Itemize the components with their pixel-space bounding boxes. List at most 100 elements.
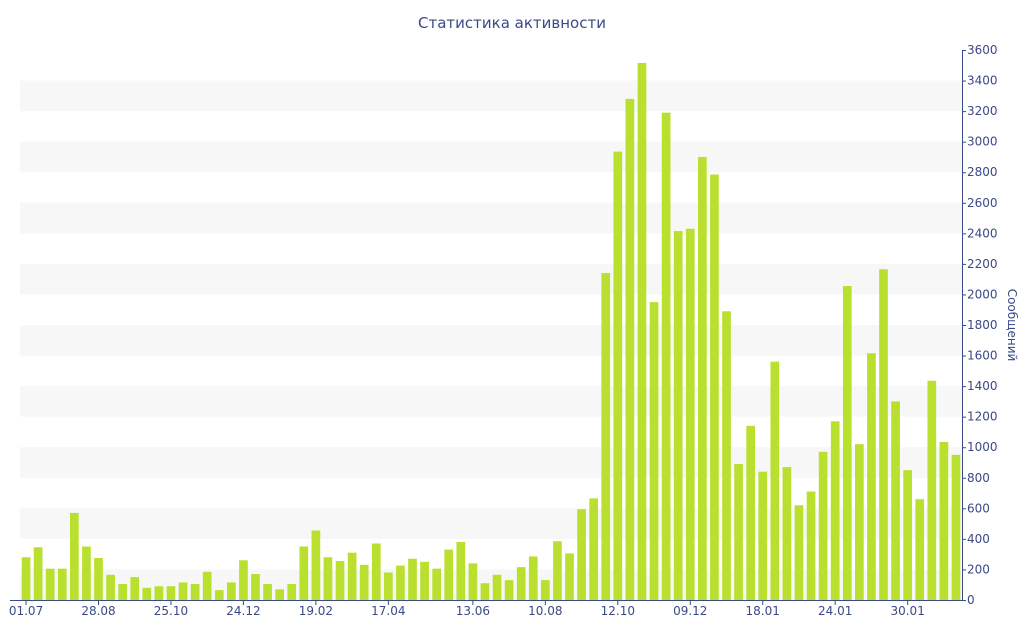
bar bbox=[311, 530, 321, 600]
bar bbox=[867, 353, 876, 600]
grid-band bbox=[20, 263, 962, 295]
bar bbox=[82, 546, 91, 600]
y-tick-label: 400 bbox=[967, 532, 990, 546]
bar bbox=[432, 568, 442, 600]
bar bbox=[734, 464, 743, 600]
bar bbox=[166, 586, 176, 600]
x-tick-label: 19.02 bbox=[299, 604, 333, 618]
bar bbox=[915, 499, 925, 600]
x-tick-label: 09.12 bbox=[673, 604, 707, 618]
bar bbox=[384, 572, 393, 600]
y-tick-label: 3400 bbox=[967, 74, 998, 88]
grid-band bbox=[20, 508, 962, 539]
grid-band bbox=[20, 80, 962, 112]
chart-title: Статистика активности bbox=[418, 14, 606, 32]
y-tick-label: 2800 bbox=[967, 165, 998, 179]
grid-band bbox=[20, 386, 962, 417]
bar bbox=[396, 565, 405, 601]
bar bbox=[710, 174, 719, 600]
bar bbox=[420, 561, 429, 600]
bar bbox=[21, 557, 31, 600]
y-tick-label: 1600 bbox=[967, 349, 998, 363]
y-tick-label: 600 bbox=[967, 501, 990, 515]
bar bbox=[879, 269, 888, 600]
x-tick-labels: 01.07 28.08 25.10 24.12 19.02 17.04 13.06 10.08… bbox=[9, 600, 925, 618]
bar bbox=[214, 590, 224, 600]
y-tick-labels: 0 200 400 600 800 1000 1200 1400 1600 1800 2000 220… bbox=[962, 43, 998, 607]
bar bbox=[565, 553, 574, 600]
bar bbox=[275, 589, 285, 600]
bar bbox=[70, 512, 79, 600]
bar bbox=[855, 444, 864, 600]
bar bbox=[782, 467, 792, 600]
bar bbox=[190, 583, 200, 600]
bar bbox=[613, 151, 623, 600]
bar bbox=[371, 543, 381, 600]
bar bbox=[239, 560, 248, 600]
bar bbox=[673, 231, 683, 601]
bar bbox=[33, 547, 43, 600]
x-tick-label: 01.07 bbox=[9, 604, 43, 618]
bar bbox=[130, 577, 140, 600]
bar bbox=[746, 425, 756, 600]
bar bbox=[118, 583, 128, 600]
y-tick-label: 1400 bbox=[967, 379, 998, 393]
y-tick-label: 200 bbox=[967, 562, 990, 576]
x-tick-label: 18.01 bbox=[746, 604, 780, 618]
bar bbox=[154, 586, 164, 600]
x-tick-label: 12.10 bbox=[601, 604, 635, 618]
bar bbox=[830, 421, 840, 600]
bar bbox=[589, 498, 599, 600]
grid-band bbox=[20, 447, 962, 478]
x-tick-label: 25.10 bbox=[154, 604, 188, 618]
y-tick-label: 3600 bbox=[967, 43, 998, 57]
x-tick-label: 28.08 bbox=[81, 604, 115, 618]
y-tick-label: 1800 bbox=[967, 318, 998, 332]
bar bbox=[492, 574, 502, 600]
bar bbox=[456, 541, 466, 600]
y-tick-label: 2400 bbox=[967, 226, 998, 240]
grid-band bbox=[20, 325, 962, 356]
y-tick-label: 2200 bbox=[967, 257, 998, 271]
bar bbox=[758, 471, 768, 600]
bar bbox=[903, 470, 913, 600]
bar bbox=[722, 311, 731, 600]
y-tick-label: 800 bbox=[967, 471, 990, 485]
bar bbox=[685, 228, 695, 600]
bar bbox=[299, 546, 309, 600]
y-tick-label: 1000 bbox=[967, 440, 998, 454]
bar bbox=[480, 583, 490, 600]
bar bbox=[625, 98, 635, 600]
bar bbox=[142, 587, 152, 600]
bar bbox=[842, 286, 852, 600]
grid-band bbox=[20, 202, 962, 234]
bar bbox=[553, 541, 562, 600]
bar bbox=[951, 454, 961, 600]
bar bbox=[541, 580, 550, 600]
bar bbox=[57, 568, 67, 600]
y-tick-label: 2000 bbox=[967, 287, 998, 301]
bar bbox=[323, 557, 333, 600]
x-tick-label: 10.08 bbox=[528, 604, 562, 618]
bar bbox=[891, 401, 900, 600]
bar bbox=[444, 549, 454, 600]
grid-bands bbox=[20, 80, 962, 600]
bar bbox=[516, 567, 526, 600]
bar bbox=[287, 583, 297, 600]
bar bbox=[818, 451, 828, 600]
y-tick-label: 0 bbox=[967, 593, 975, 607]
bar bbox=[770, 361, 780, 600]
bar bbox=[106, 574, 115, 600]
bar bbox=[468, 563, 478, 600]
bar bbox=[504, 580, 514, 600]
y-axis-title: Сообщений bbox=[1005, 289, 1019, 362]
bar bbox=[359, 564, 369, 600]
bar bbox=[661, 112, 671, 600]
bar bbox=[347, 552, 357, 600]
y-tick-label: 3200 bbox=[967, 104, 998, 118]
bar bbox=[939, 441, 949, 601]
bar bbox=[408, 558, 417, 600]
bar bbox=[227, 582, 236, 600]
y-tick-label: 1200 bbox=[967, 410, 998, 424]
bar bbox=[251, 574, 260, 600]
